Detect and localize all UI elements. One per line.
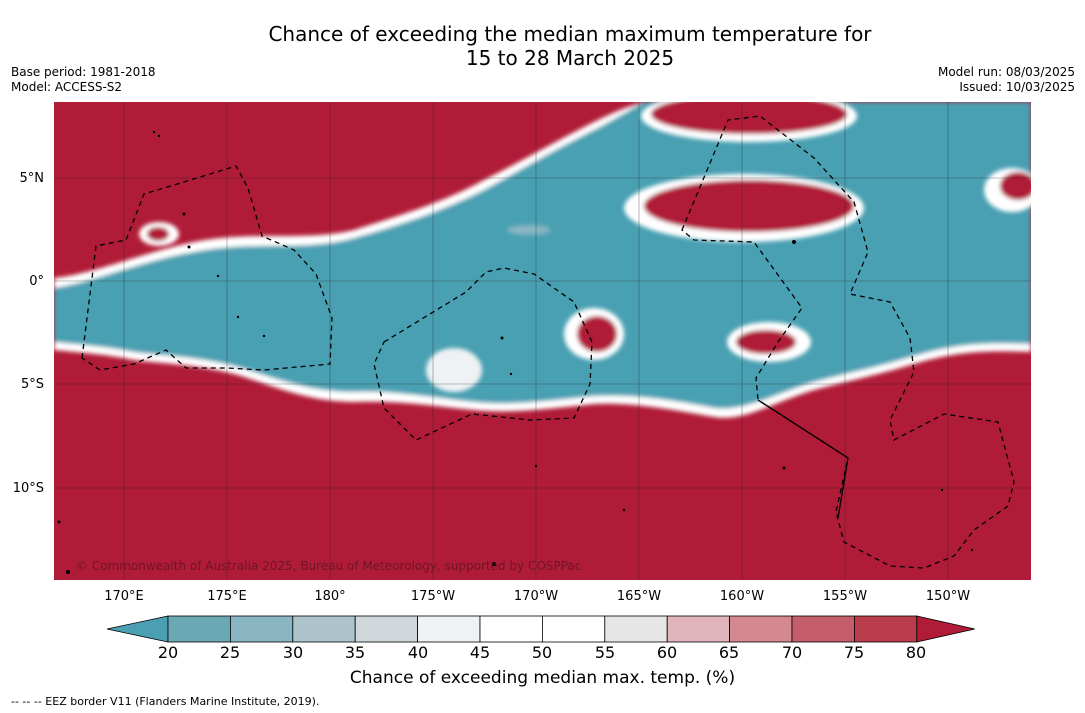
colorbar-tick-50: 50 xyxy=(531,643,553,662)
dateline-border xyxy=(757,399,849,519)
model-run: Model run: 08/03/2025 xyxy=(937,65,1075,79)
lon-label-165w: 165°W xyxy=(616,589,662,604)
colorbar-tick-20: 20 xyxy=(157,643,179,662)
colorbar-extend-low xyxy=(106,615,169,643)
lon-label-170w: 170°W xyxy=(513,589,559,604)
eez-tokelau xyxy=(373,267,593,441)
colorbar-tick-75: 75 xyxy=(843,643,865,662)
colorbar-tick-70: 70 xyxy=(781,643,803,662)
lat-label-5n: 5°N xyxy=(19,171,45,186)
colorbar-segment xyxy=(354,615,418,643)
eez-borders xyxy=(81,115,1015,569)
lon-label-160w: 160°W xyxy=(719,589,765,604)
meta-left: Base period: 1981-2018 Model: ACCESS-S2 xyxy=(11,65,156,95)
base-period: Base period: 1981-2018 xyxy=(11,65,156,79)
above-median-blobs xyxy=(139,102,1031,392)
colorbar-tick-45: 45 xyxy=(469,643,491,662)
eez-line-islands xyxy=(681,115,1015,569)
islands xyxy=(57,130,974,574)
colorbar-segment xyxy=(854,615,918,643)
title-line-1: Chance of exceeding the median maximum t… xyxy=(268,22,872,46)
lon-label-175e: 175°E xyxy=(207,589,247,604)
colorbar-segment xyxy=(230,615,294,643)
map-title: Chance of exceeding the median maximum t… xyxy=(0,22,1085,70)
title-line-2: 15 to 28 March 2025 xyxy=(465,46,675,70)
colorbar-tick-40: 40 xyxy=(407,643,429,662)
colorbar-title: Chance of exceeding median max. temp. (%… xyxy=(349,668,736,688)
lon-label-170e: 170°E xyxy=(104,589,144,604)
lat-label-0: 0° xyxy=(29,274,44,289)
colorbar-segment xyxy=(791,615,855,643)
meta-right: Model run: 08/03/2025 Issued: 10/03/2025 xyxy=(938,65,1075,95)
model-name: Model: ACCESS-S2 xyxy=(11,80,123,94)
colorbar-extend-high xyxy=(916,615,975,643)
eez-tuvalu xyxy=(81,165,333,371)
lon-label-150w: 150°W xyxy=(925,589,971,604)
colorbar xyxy=(106,615,975,643)
colorbar-tick-55: 55 xyxy=(594,643,616,662)
lon-label-180: 180° xyxy=(314,589,346,604)
colorbar-segment xyxy=(479,615,543,643)
colorbar-tick-65: 65 xyxy=(718,643,740,662)
graticule xyxy=(54,102,1031,580)
colorbar-segment xyxy=(666,615,731,643)
copyright-notice: © Commonwealth of Australia 2025, Bureau… xyxy=(76,559,582,573)
forecast-map xyxy=(54,102,1031,580)
colorbar-segment xyxy=(541,615,606,643)
colorbar-tick-35: 35 xyxy=(344,643,366,662)
lat-label-10s: 10°S xyxy=(12,481,44,496)
colorbar-segment xyxy=(729,615,793,643)
lat-label-5s: 5°S xyxy=(20,377,44,392)
colorbar-tick-60: 60 xyxy=(656,643,678,662)
colorbar-tick-25: 25 xyxy=(219,643,241,662)
colorbar-segment xyxy=(604,615,668,643)
colorbar-segment xyxy=(167,615,231,643)
colorbar-tick-30: 30 xyxy=(282,643,304,662)
colorbar-tick-80: 80 xyxy=(905,643,927,662)
colorbar-segment xyxy=(417,615,481,643)
lon-label-175w: 175°W xyxy=(410,589,456,604)
lon-label-155w: 155°W xyxy=(822,589,868,604)
issued-date: Issued: 10/03/2025 xyxy=(959,80,1075,94)
eez-footnote: -- -- -- EEZ border V11 (Flanders Marine… xyxy=(11,695,320,708)
colorbar-segment xyxy=(292,615,356,643)
